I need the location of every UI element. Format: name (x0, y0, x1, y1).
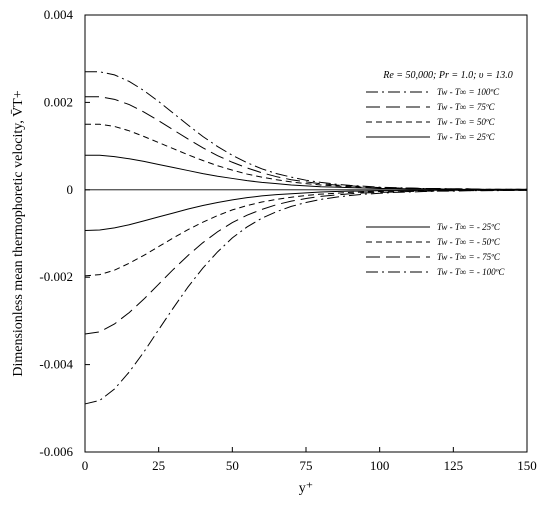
legend-label: Tw - T∞ = - 100ºC (437, 267, 505, 277)
y-tick-label: 0 (67, 182, 74, 197)
legend-label: Tw - T∞ = 100ºC (437, 87, 500, 97)
x-tick-label: 50 (226, 458, 239, 473)
legend-label: Tw - T∞ = - 50ºC (437, 237, 501, 247)
series-lines (84, 71, 527, 405)
series-line-6 (84, 189, 527, 277)
y-tick-label: 0.004 (44, 7, 74, 22)
x-tick-label: 0 (82, 458, 89, 473)
series-line-8 (84, 189, 527, 405)
y-axis-title: Dimensionless mean thermophoretic veloci… (10, 90, 26, 376)
y-tick-label: 0.002 (44, 94, 73, 109)
x-tick-label: 125 (444, 458, 464, 473)
series-line-2 (85, 123, 527, 190)
x-axis-title: y⁺ (299, 481, 313, 496)
x-tick-label: 150 (517, 458, 537, 473)
x-tick-label: 75 (300, 458, 313, 473)
x-tick-label: 25 (152, 458, 165, 473)
legend: Tw - T∞ = 100ºC Tw - T∞ = 75ºC Tw - T∞ = 5… (366, 87, 505, 277)
x-tick-label: 100 (370, 458, 390, 473)
series-line-7 (84, 189, 527, 335)
legend-label: Tw - T∞ = - 75ºC (437, 252, 501, 262)
series-line-1 (85, 154, 527, 190)
series-line-4 (85, 71, 527, 190)
chart-annotation: Re = 50,000; Pr = 1.0; υ = 13.0 (382, 70, 513, 81)
y-tick-label: -0.006 (39, 444, 73, 459)
y-tick-label: -0.002 (39, 269, 73, 284)
legend-label: Tw - T∞ = 25ºC (437, 132, 496, 142)
legend-label: Tw - T∞ = 75ºC (437, 102, 496, 112)
axes: 0 25 50 75 100 125 150 -0.006 -0.004 -0.002 0 0.002… (39, 7, 536, 473)
y-tick-label: -0.004 (39, 357, 73, 372)
legend-label: Tw - T∞ = - 25ºC (437, 222, 501, 232)
legend-label: Tw - T∞ = 50ºC (437, 117, 496, 127)
